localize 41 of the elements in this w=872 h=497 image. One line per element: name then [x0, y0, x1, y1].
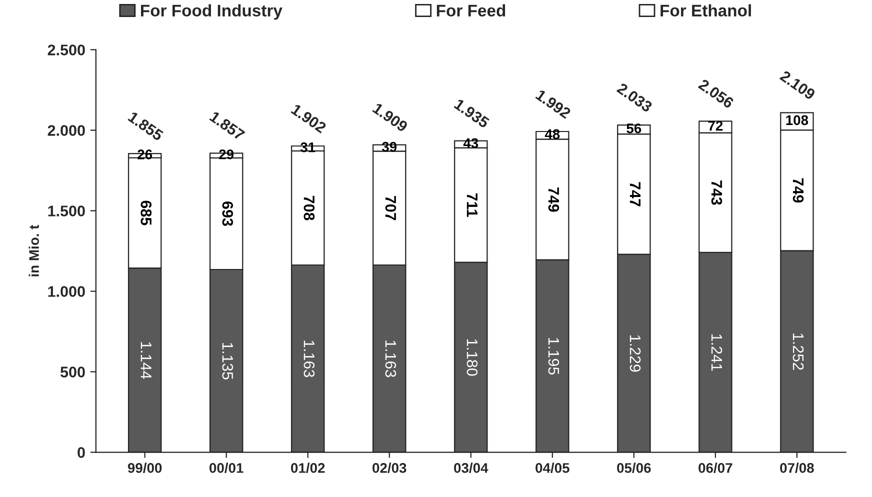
x-tick-label: 04/05 [536, 462, 570, 474]
y-tick-label: 1.500 [48, 206, 85, 216]
data-label: 685 [140, 200, 152, 226]
data-label: 1.135 [222, 342, 234, 380]
legend-label: For Ethanol [660, 4, 751, 16]
data-label: 743 [711, 180, 722, 205]
data-label: 1.229 [630, 335, 641, 372]
y-tick-label: 2.000 [48, 125, 85, 136]
x-tick-label: 00/01 [210, 462, 244, 474]
x-tick-label: 05/06 [617, 462, 651, 474]
data-label: 693 [222, 202, 234, 226]
x-tick-label: 06/07 [698, 462, 732, 474]
y-axis-title: in Mio. t [28, 224, 39, 276]
data-label: 1.195 [548, 338, 560, 375]
data-label: 749 [548, 187, 560, 212]
data-label: 48 [544, 129, 560, 140]
x-tick-label: 03/04 [454, 462, 488, 474]
legend-label: For Food Industry [141, 4, 282, 20]
y-tick-label: 2.500 [48, 44, 85, 56]
data-label: 108 [786, 115, 808, 126]
data-label: 1.144 [140, 342, 152, 379]
data-label: 749 [792, 178, 804, 203]
x-tick-label: 01/02 [291, 462, 325, 474]
y-tick-label: 1.000 [48, 286, 85, 297]
data-label: 747 [630, 182, 640, 206]
x-tick-label: 02/03 [372, 462, 406, 474]
data-label: 56 [626, 123, 642, 134]
data-label: 711 [466, 193, 478, 217]
data-label: 72 [708, 120, 723, 131]
data-label: 1.241 [711, 334, 722, 371]
data-label: 1.163 [304, 340, 315, 378]
y-tick-label: 500 [60, 366, 85, 378]
data-label: 1.163 [385, 340, 396, 378]
x-tick-label: 07/08 [780, 462, 814, 474]
data-label: 708 [304, 196, 315, 220]
x-tick-label: 99/00 [128, 462, 162, 474]
legend-label: For Feed [436, 4, 506, 16]
data-label: 1.252 [792, 334, 804, 370]
data-label: 707 [385, 196, 396, 220]
y-tick-label: 0 [78, 447, 85, 458]
data-label: 1.180 [466, 339, 478, 376]
